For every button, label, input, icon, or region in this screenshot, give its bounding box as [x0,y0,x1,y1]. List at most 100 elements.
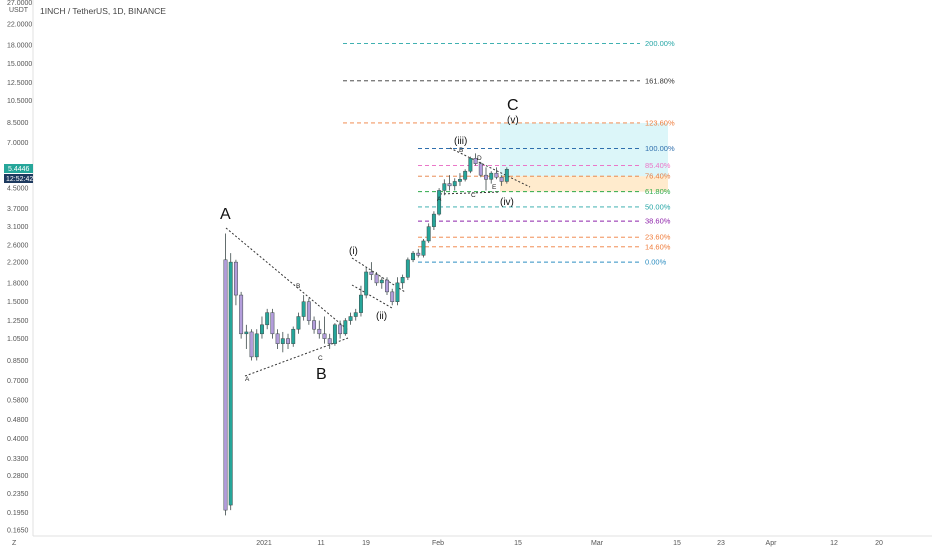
candle[interactable] [390,288,395,306]
fib-level[interactable]: 100.00% [418,144,675,153]
candle-body [338,324,343,335]
candle[interactable] [416,248,421,258]
wave-labels: A B C (i) (ii) (iii) (iv) (v) A B C A B … [220,97,519,383]
candle[interactable] [265,308,270,330]
candle[interactable] [359,285,363,317]
candle[interactable] [504,167,509,184]
candle[interactable] [385,277,389,296]
fib-level[interactable]: 14.60% [418,242,671,251]
fib-level-label: 23.60% [645,233,671,242]
fib-extension[interactable]: 200.00% 161.80% 123.60% 100.00% 85.40% 76.40%… [343,39,675,267]
candle[interactable] [317,320,322,339]
candle[interactable] [233,259,238,306]
candle[interactable] [463,169,468,182]
candle[interactable] [338,320,343,339]
candle[interactable] [411,250,416,263]
candle[interactable] [275,329,280,349]
candles[interactable] [223,153,509,516]
time-tick-label: 2021 [256,540,272,547]
candle-body [249,331,254,358]
candle[interactable] [379,277,384,289]
candle[interactable] [228,253,233,511]
candle[interactable] [312,316,317,334]
candle[interactable] [499,175,504,186]
candle[interactable] [458,173,462,186]
corner-label: Z [12,540,17,547]
wave-iv-label-c: C [471,192,476,199]
fib-level[interactable]: 123.60% [343,118,675,127]
candle[interactable] [291,326,296,347]
candle[interactable] [280,331,285,353]
candle[interactable] [296,312,301,334]
triangle-label-a: A [245,376,250,383]
candle[interactable] [374,271,379,286]
candle[interactable] [473,153,478,166]
candle-body [317,328,322,335]
candle[interactable] [421,239,426,258]
candle[interactable] [468,156,473,174]
candle[interactable] [484,167,488,191]
candle[interactable] [260,316,264,339]
candle-body [385,279,389,293]
candle-body [447,183,452,187]
candle[interactable] [405,257,410,281]
candle-body [463,170,468,180]
candle[interactable] [322,316,327,344]
fib-level[interactable]: 50.00% [418,202,671,211]
candle-body [322,333,327,339]
candle[interactable] [332,323,337,346]
candle[interactable] [244,324,249,349]
candle[interactable] [442,179,447,196]
price-tick-label: 0.5800 [7,397,29,404]
fib-level[interactable]: 38.60% [418,217,671,226]
fib-level-label: 200.00% [645,39,675,48]
candle[interactable] [452,178,457,191]
price-tick-label: 0.4000 [7,436,29,443]
candle[interactable] [239,291,244,339]
candle[interactable] [400,274,405,289]
candle-body [301,301,306,317]
candle[interactable] [437,188,442,216]
candle[interactable] [286,333,290,349]
candle[interactable] [270,308,275,339]
countdown-badge-bg [4,174,33,183]
candle[interactable] [353,308,358,321]
candle[interactable] [306,298,311,325]
candle-body [437,190,442,215]
candle[interactable] [494,167,499,180]
price-tick-label: 0.1950 [7,510,29,517]
fib-level[interactable]: 200.00% [343,39,675,48]
candle[interactable] [301,295,306,321]
candle[interactable] [369,262,374,281]
candle[interactable] [254,329,259,361]
candle[interactable] [426,223,431,243]
price-tick-label: 22.0000 [7,22,32,29]
candle[interactable] [478,161,483,178]
candle-body [254,333,259,358]
candle-body [395,282,400,302]
candle[interactable] [489,171,494,184]
candle[interactable] [223,233,228,516]
wave-iv-label-a: A [437,196,442,203]
candle[interactable] [343,318,348,336]
time-axis[interactable]: Z 2021 11 19 Feb 15 Mar 15 23 Apr 12 20 [12,535,932,547]
fib-level[interactable]: 61.80% [418,187,671,196]
fib-level[interactable]: 23.60% [418,233,671,242]
candle[interactable] [447,175,452,191]
fib-level[interactable]: 76.40% [418,172,671,181]
fib-level[interactable]: 85.40% [418,161,671,170]
countdown-badge: 12:52:42 [4,174,33,183]
candle-body [239,294,244,335]
candle[interactable] [364,266,369,299]
candle[interactable] [348,312,353,325]
candle[interactable] [395,277,400,306]
candle[interactable] [431,211,436,231]
fib-level[interactable]: 0.00% [418,258,667,267]
fib-level[interactable]: 161.80% [343,76,675,85]
fib-level-label: 161.80% [645,76,675,85]
candle[interactable] [327,333,332,349]
price-axis[interactable]: 27.0000 USDT 22.0000 18.0000 15.0000 12.500… [4,0,34,536]
candle[interactable] [249,329,254,361]
price-tick-label: 3.1000 [7,224,29,231]
